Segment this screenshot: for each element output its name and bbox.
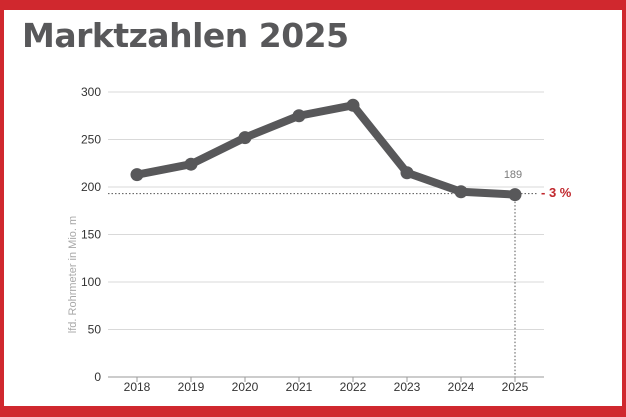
y-tick-label: 0 bbox=[94, 370, 101, 384]
data-point bbox=[454, 185, 468, 199]
y-tick-label: 200 bbox=[81, 180, 101, 194]
data-point bbox=[184, 157, 198, 171]
guide-layer bbox=[108, 193, 537, 377]
bottom-red-bar bbox=[0, 406, 626, 417]
grid-layer bbox=[108, 91, 544, 330]
last-value-label: 189 bbox=[504, 169, 522, 181]
line-chart: 0 50 100 150 200 250 300 2018 2019 2020 2021 2022 20… bbox=[67, 85, 572, 394]
x-tick-label: 2024 bbox=[448, 380, 475, 394]
data-point bbox=[346, 98, 360, 112]
x-tick-label: 2022 bbox=[340, 380, 367, 394]
data-point bbox=[238, 131, 252, 145]
data-point bbox=[508, 188, 522, 202]
y-tick-label: 50 bbox=[88, 323, 102, 337]
data-point bbox=[292, 109, 306, 123]
x-tick-label: 2021 bbox=[286, 380, 313, 394]
y-axis-title: lfd. Rohrmeter in Mio. m bbox=[67, 216, 79, 333]
series-layer bbox=[130, 98, 522, 202]
series-line bbox=[133, 101, 519, 199]
data-point bbox=[130, 168, 144, 182]
axis-layer bbox=[108, 376, 544, 382]
page-title: Marktzahlen 2025 bbox=[22, 16, 349, 55]
y-tick-label: 300 bbox=[81, 85, 101, 99]
data-point bbox=[400, 166, 414, 180]
x-tick-label: 2023 bbox=[394, 380, 421, 394]
x-tick-label: 2019 bbox=[178, 380, 205, 394]
top-red-bar bbox=[0, 0, 626, 10]
y-tick-label: 150 bbox=[81, 228, 101, 242]
x-tick-label: 2025 bbox=[502, 380, 529, 394]
change-label: - 3 % bbox=[541, 185, 572, 200]
x-tick-label: 2020 bbox=[232, 380, 259, 394]
y-tick-label: 100 bbox=[81, 275, 101, 289]
y-tick-label: 250 bbox=[81, 133, 101, 147]
label-layer: 0 50 100 150 200 250 300 2018 2019 2020 2021 2022 20… bbox=[67, 85, 572, 394]
x-tick-label: 2018 bbox=[124, 380, 151, 394]
